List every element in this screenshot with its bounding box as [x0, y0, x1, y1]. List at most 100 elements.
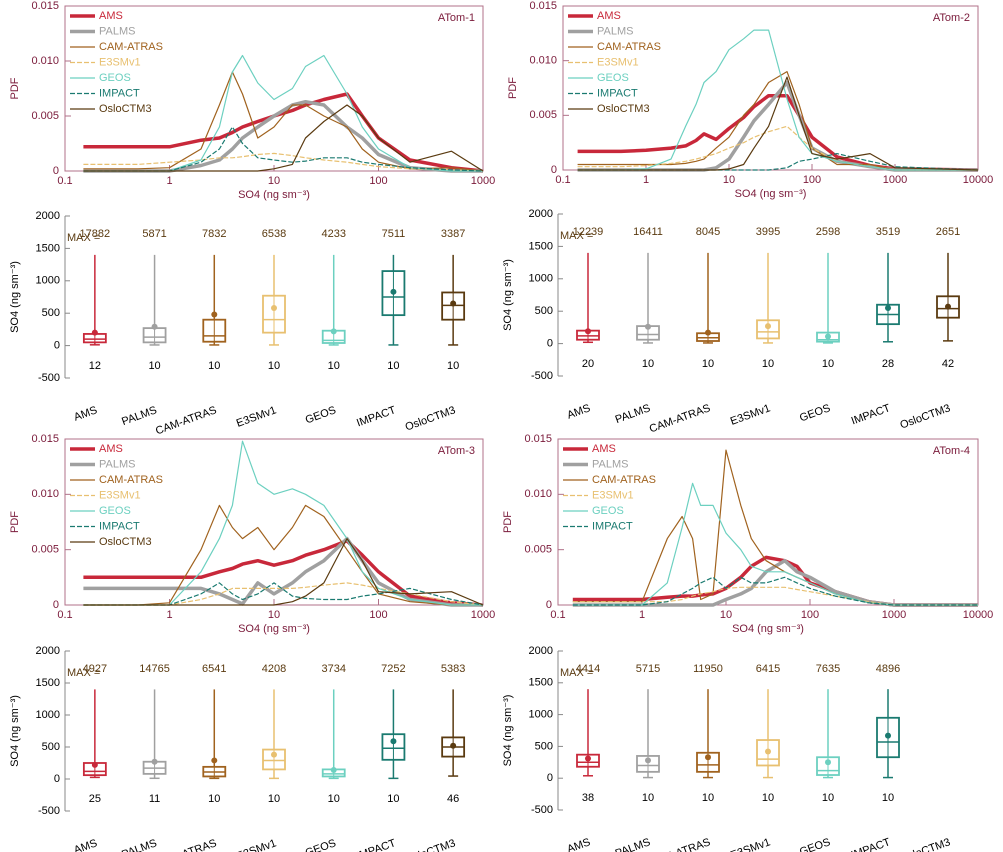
count-label: 10 — [328, 360, 340, 372]
x-tick-label: CAM-ATRAS — [154, 404, 218, 437]
x-tick-label: AMS — [72, 837, 99, 852]
x-axis-title: SO4 (ng sm⁻³) — [732, 623, 804, 635]
count-label: 10 — [328, 793, 340, 805]
y-tick-label: 0.010 — [524, 488, 552, 500]
legend-label: CAM-ATRAS — [99, 474, 163, 486]
x-tick-label: 0.1 — [57, 609, 72, 621]
mean — [885, 304, 891, 311]
box-panel: -500 0 500 1000 1500 2000 SO4 (ng sm⁻³) MAX = AM… — [9, 210, 465, 438]
x-tick-label: 100 — [801, 609, 819, 621]
count-label: 10 — [702, 358, 714, 370]
count-label: 10 — [642, 792, 654, 804]
mean — [151, 323, 158, 330]
x-tick-label: 100 — [369, 609, 387, 621]
series-line — [577, 125, 978, 171]
legend-label: PALMS — [99, 458, 135, 470]
legend-label: OsloCTM3 — [99, 103, 152, 115]
mean — [885, 732, 891, 739]
mean — [91, 761, 98, 768]
series-line — [83, 54, 483, 172]
max-value: 7511 — [382, 228, 406, 240]
mean — [390, 738, 397, 745]
x-tick-label: OsloCTM3 — [404, 404, 457, 433]
max-value: 6415 — [756, 663, 780, 675]
x-tick-label: PALMS — [614, 402, 652, 426]
max-value: 4927 — [83, 663, 107, 675]
y-tick-label: 0.010 — [31, 55, 59, 67]
max-value: 8045 — [696, 226, 720, 238]
mean — [450, 742, 457, 749]
mean — [330, 328, 337, 335]
max-value: 3387 — [441, 228, 465, 240]
x-tick-label: 10 — [723, 174, 735, 186]
y-axis-title: SO4 (ng sm⁻³) — [502, 695, 514, 767]
x-tick-label: OsloCTM3 — [899, 836, 952, 852]
x-tick-label: GEOS — [304, 837, 338, 852]
y-tick-label: 0.005 — [31, 544, 59, 556]
y-axis-title: PDF — [502, 511, 514, 533]
series-line — [83, 126, 484, 172]
count-label: 10 — [447, 360, 459, 372]
legend-label: GEOS — [99, 72, 131, 84]
x-tick-label: 10 — [268, 609, 280, 621]
x-tick-label: 10000 — [963, 609, 994, 621]
x-tick-label: E3SMv1 — [729, 836, 772, 852]
y-tick-label: 0.010 — [31, 488, 59, 500]
y-tick-label: 1000 — [529, 709, 553, 721]
x-tick-label: E3SMv1 — [235, 837, 278, 852]
max-label: MAX = — [67, 667, 100, 679]
mean — [705, 754, 711, 761]
x-tick-label: 1 — [643, 174, 649, 186]
legend-label: PALMS — [592, 458, 628, 470]
mean — [151, 758, 158, 765]
mean — [211, 311, 218, 318]
count-label: 10 — [882, 792, 894, 804]
y-tick-label: 0.015 — [31, 0, 59, 12]
y-tick-label: 0 — [547, 338, 553, 350]
series-line — [83, 536, 483, 607]
mean — [705, 329, 711, 336]
series-line — [572, 576, 978, 606]
count-label: 25 — [89, 793, 101, 805]
series-line — [577, 29, 978, 171]
legend-label: GEOS — [99, 505, 131, 517]
y-axis-title: PDF — [9, 77, 21, 99]
y-tick-label: 0.015 — [31, 433, 59, 445]
series-line — [83, 104, 484, 172]
x-tick-label: AMS — [566, 402, 593, 421]
legend-label: E3SMv1 — [99, 489, 141, 501]
mean — [390, 288, 397, 295]
legend-label: IMPACT — [592, 520, 633, 532]
mean — [765, 748, 771, 755]
panel-title: ATom-1 — [438, 12, 475, 24]
y-tick-label: 2000 — [529, 208, 553, 220]
legend-label: AMS — [99, 10, 123, 22]
count-label: 10 — [762, 792, 774, 804]
legend-label: E3SMv1 — [597, 56, 639, 68]
count-label: 10 — [762, 358, 774, 370]
legend-label: CAM-ATRAS — [592, 474, 656, 486]
max-value: 5383 — [441, 663, 465, 675]
y-axis-title: SO4 (ng sm⁻³) — [9, 695, 21, 767]
x-tick-label: CAM-ATRAS — [648, 836, 712, 852]
y-tick-label: -500 — [38, 805, 60, 817]
y-axis-title: PDF — [9, 511, 21, 533]
count-label: 28 — [882, 358, 894, 370]
mean — [825, 759, 831, 766]
x-tick-label: OsloCTM3 — [899, 402, 952, 431]
max-value: 4208 — [262, 663, 286, 675]
x-tick-label: 1000 — [883, 174, 907, 186]
series-line — [577, 71, 978, 171]
pdf-panel: 0 0.005 0.010 0.015 0.1 1 10 100 1000 10000 SO4 (n… — [507, 0, 993, 200]
mean — [645, 757, 651, 764]
count-label: 10 — [387, 793, 399, 805]
legend-label: PALMS — [597, 25, 633, 37]
x-tick-label: GEOS — [304, 404, 338, 426]
count-label: 46 — [447, 793, 459, 805]
max-label: MAX = — [67, 232, 100, 244]
max-label: MAX = — [560, 230, 593, 242]
x-tick-label: 10 — [268, 175, 280, 187]
y-tick-label: 1000 — [529, 273, 553, 285]
mean — [211, 757, 218, 764]
